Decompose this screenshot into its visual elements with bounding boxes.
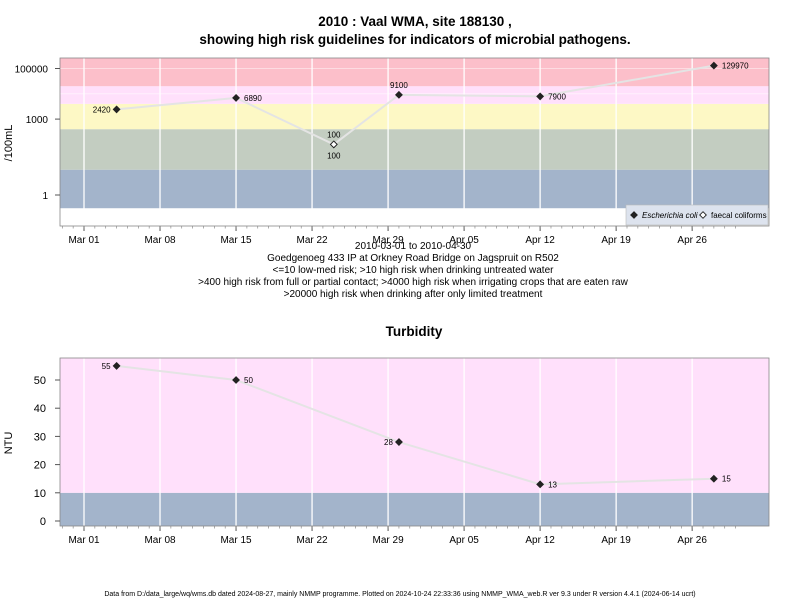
chart1-guideline-1: <=10 low-med risk; >10 high risk when dr… bbox=[273, 265, 555, 276]
legend-faecal-label: faecal coliforms bbox=[711, 211, 767, 220]
turbidity-point-label: 15 bbox=[722, 475, 731, 484]
legend-ecoli-label: Escherichia coli bbox=[642, 211, 698, 220]
faecal-coliform-point bbox=[329, 140, 338, 149]
x-tick-label: Apr 05 bbox=[449, 235, 479, 246]
x-tick-label: Apr 19 bbox=[601, 235, 631, 246]
legend-box bbox=[625, 204, 769, 226]
x-tick-label: Mar 22 bbox=[296, 535, 328, 546]
chart1-guideline-2: >400 high risk from full or partial cont… bbox=[198, 277, 628, 288]
faecal-coliform-point-label: 100 bbox=[327, 151, 341, 160]
x-tick-label: Apr 26 bbox=[677, 535, 707, 546]
plot-frame bbox=[59, 57, 770, 227]
x-tick-label: Mar 15 bbox=[220, 235, 252, 246]
x-tick-label: Apr 12 bbox=[525, 535, 555, 546]
ecoli-point bbox=[536, 92, 545, 101]
x-tick-label: Mar 08 bbox=[144, 535, 176, 546]
y-tick-label: 0 bbox=[40, 516, 46, 528]
ecoli-point-label: 9100 bbox=[390, 81, 408, 90]
turbidity-point bbox=[395, 438, 403, 446]
plot-frame bbox=[59, 357, 770, 527]
x-tick-label: Mar 08 bbox=[144, 235, 176, 246]
y-tick-label: 1 bbox=[42, 191, 48, 202]
x-tick-label: Mar 29 bbox=[373, 535, 405, 546]
turbidity-point bbox=[112, 361, 121, 370]
turbidity-point-label: 28 bbox=[384, 438, 393, 447]
ecoli-point bbox=[709, 61, 718, 70]
ecoli-point bbox=[395, 90, 403, 99]
y-tick-label: 40 bbox=[34, 403, 46, 415]
risk-band bbox=[60, 129, 769, 170]
x-tick-label: Apr 19 bbox=[601, 535, 631, 546]
risk-band bbox=[60, 58, 769, 87]
ecoli-point-label: 2420 bbox=[93, 105, 111, 114]
chart2-title: Turbidity bbox=[386, 324, 443, 339]
chart2-plot: Mar 01 Mar 08 Mar 15 Mar 22 Mar 29 Apr 05 Apr … bbox=[34, 357, 770, 546]
legend-faecal-marker bbox=[699, 211, 707, 219]
turbidity-point-label: 50 bbox=[244, 376, 253, 385]
risk-band bbox=[60, 103, 769, 130]
risk-band bbox=[60, 492, 769, 526]
x-tick-label: Apr 26 bbox=[677, 235, 707, 246]
chart1-site-description: Goedgenoeg 433 IP at Orkney Road Bridge … bbox=[267, 253, 559, 264]
x-tick-label: Mar 01 bbox=[68, 535, 100, 546]
ecoli-series-line bbox=[116, 64, 715, 146]
risk-band bbox=[60, 358, 769, 493]
chart1-ylabel: /100mL bbox=[3, 125, 15, 162]
chart1-date-range: 2010-03-01 to 2010-04-30 bbox=[355, 241, 472, 252]
chart1-title-line1: 2010 : Vaal WMA, site 188130 , bbox=[318, 14, 512, 29]
ecoli-point bbox=[232, 93, 240, 102]
chart2-ylabel: NTU bbox=[3, 432, 15, 455]
y-tick-label: 50 bbox=[34, 375, 46, 387]
chart1-guideline-3: >20000 high risk when drinking after onl… bbox=[284, 289, 543, 300]
ecoli-point-label: 7900 bbox=[548, 92, 566, 101]
x-tick-label: Mar 01 bbox=[68, 235, 100, 246]
ecoli-point-label: 129970 bbox=[722, 62, 749, 71]
ecoli-point bbox=[112, 105, 121, 114]
chart1-plot: Mar 01 Mar 08 Mar 15 Mar 22 Mar 29 Apr 05 Apr … bbox=[15, 57, 770, 246]
legend-ecoli-marker bbox=[630, 211, 638, 219]
turbidity-point bbox=[232, 376, 240, 384]
turbidity-point bbox=[709, 474, 718, 483]
risk-band bbox=[60, 169, 769, 209]
y-tick-label: 1000 bbox=[26, 115, 49, 126]
chart1-legend: Escherichia coli faecal coliforms bbox=[625, 204, 769, 226]
chart1-title-line2: showing high risk guidelines for indicat… bbox=[199, 32, 630, 47]
y-tick-label: 30 bbox=[34, 431, 46, 443]
x-tick-label: Mar 22 bbox=[296, 235, 328, 246]
footer-note: Data from D:/data_large/wq/wms.db dated … bbox=[104, 591, 695, 598]
turbidity-point-label: 55 bbox=[102, 362, 111, 371]
ecoli-point-label: 6890 bbox=[244, 94, 262, 103]
y-tick-label: 10 bbox=[34, 488, 46, 500]
x-tick-label: Mar 15 bbox=[220, 535, 252, 546]
turbidity-point-label: 13 bbox=[548, 480, 557, 489]
x-tick-label: Apr 12 bbox=[525, 235, 555, 246]
y-tick-label: 100000 bbox=[15, 65, 49, 76]
x-tick-label: Apr 05 bbox=[449, 535, 479, 546]
ecoli-point-label: 100 bbox=[327, 130, 341, 139]
turbidity-point bbox=[536, 480, 545, 489]
y-tick-label: 20 bbox=[34, 460, 46, 472]
x-tick-label: Mar 29 bbox=[373, 235, 405, 246]
